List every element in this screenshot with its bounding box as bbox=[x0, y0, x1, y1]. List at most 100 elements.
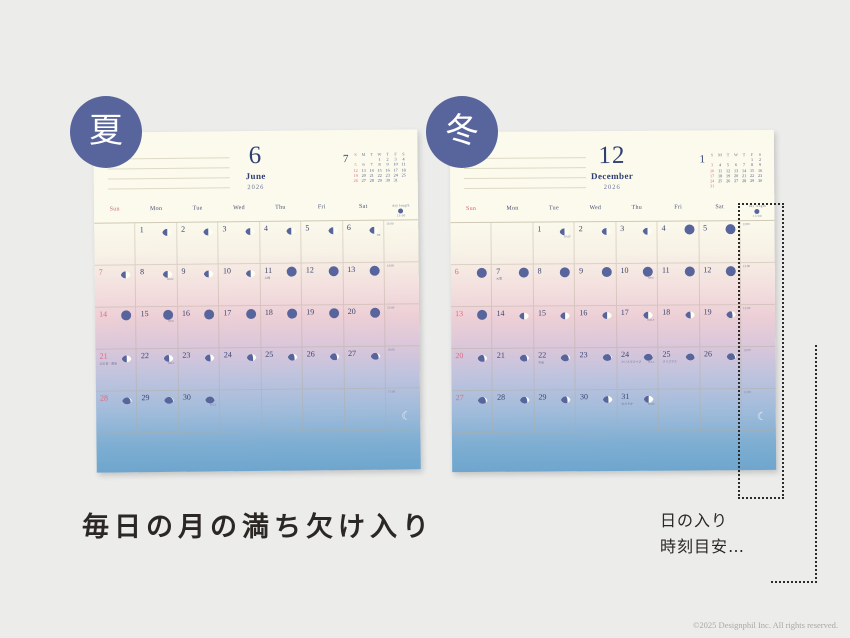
moon-phase-icon bbox=[643, 393, 654, 403]
day-cell[interactable]: 14 bbox=[95, 307, 137, 350]
day-cell[interactable]: 22 冬至 bbox=[534, 348, 576, 391]
day-cell[interactable]: 15 NEW bbox=[136, 306, 179, 350]
moon-phase-icon bbox=[560, 393, 571, 404]
day-cell[interactable]: 4 bbox=[259, 221, 302, 264]
day-cell[interactable]: 29 bbox=[137, 390, 180, 434]
day-cell[interactable]: 2 bbox=[177, 222, 219, 265]
day-cell[interactable]: 27 bbox=[451, 390, 494, 434]
day-cell[interactable]: 29 bbox=[534, 390, 577, 433]
moon-phase-icon bbox=[244, 225, 255, 236]
moon-phase-icon bbox=[245, 267, 256, 278]
day-cell[interactable]: 20 bbox=[451, 348, 494, 392]
day-cell[interactable]: 3 bbox=[616, 221, 658, 264]
day-cell-empty bbox=[220, 389, 263, 433]
moon-phase-icon bbox=[328, 266, 339, 277]
weekday-mon: Mon bbox=[506, 205, 519, 212]
day-cell[interactable]: 4 bbox=[657, 221, 700, 264]
day-cell[interactable]: 12 bbox=[699, 263, 742, 306]
day-cell[interactable]: 9 bbox=[177, 264, 220, 307]
day-cell[interactable]: 6 bbox=[450, 264, 493, 308]
day-cell[interactable]: 21 bbox=[492, 348, 535, 391]
mini-month-calendar: 1 S M T W T F S 1 2 3 4 5 6 7 8 9 10 11 12 13 14 15 16 17 18 19 20 2… bbox=[699, 152, 764, 189]
day-cell[interactable]: 27 bbox=[344, 346, 386, 390]
moon-phase-label: NEW bbox=[648, 276, 654, 280]
day-cell[interactable]: 30 FULL bbox=[178, 390, 221, 433]
season-badge-winter: 冬 bbox=[426, 96, 498, 168]
moon-phase-icon bbox=[643, 309, 654, 319]
day-cell[interactable]: 22 HALF bbox=[136, 348, 179, 392]
day-cell[interactable]: 8 bbox=[533, 264, 576, 307]
mini-day bbox=[740, 183, 748, 188]
caption-sunset-line2: 時刻目安 bbox=[660, 537, 729, 556]
day-cell[interactable]: 13 bbox=[451, 306, 493, 350]
day-cell[interactable]: 28 bbox=[493, 390, 535, 433]
moon-phase-icon bbox=[162, 309, 174, 320]
day-cell-empty bbox=[303, 389, 345, 432]
day-cell[interactable]: 11 bbox=[657, 263, 700, 306]
day-cell[interactable]: 17 HALF bbox=[616, 305, 659, 348]
moon-phase-icon bbox=[601, 267, 612, 278]
day-cell[interactable]: 10 NEW bbox=[616, 263, 659, 306]
day-cell[interactable]: 25 bbox=[261, 347, 304, 390]
moon-phase-icon bbox=[642, 225, 653, 235]
day-cell[interactable]: 23 bbox=[575, 347, 618, 391]
moon-phase-icon bbox=[684, 266, 695, 277]
day-cell[interactable]: 19 bbox=[699, 305, 742, 348]
moon-phase-label: HALF bbox=[647, 318, 655, 322]
day-cell[interactable]: 28 bbox=[95, 391, 138, 434]
day-cell[interactable]: 24 クリスマスイブ FULL bbox=[617, 347, 659, 390]
weekday-fri: Fri bbox=[674, 204, 683, 211]
day-cell[interactable]: 26 bbox=[699, 347, 742, 390]
day-cell[interactable]: 5 bbox=[699, 221, 741, 264]
moon-phase-icon bbox=[684, 350, 695, 361]
day-cell[interactable]: 6 DB bbox=[342, 220, 385, 264]
day-cell[interactable]: 23 bbox=[178, 348, 221, 391]
moon-phase-icon bbox=[560, 351, 571, 362]
weekday-wed: Wed bbox=[589, 205, 602, 212]
day-cell[interactable]: 7 bbox=[94, 265, 137, 308]
day-cell[interactable]: 18 bbox=[658, 305, 700, 348]
day-cell[interactable]: 13 bbox=[343, 262, 386, 306]
day-cell[interactable]: 21 父の日・夏至 bbox=[95, 349, 138, 392]
day-cell[interactable]: 9 bbox=[575, 263, 617, 307]
day-cell-empty bbox=[261, 389, 304, 432]
day-cell[interactable]: 15 bbox=[533, 306, 576, 349]
day-cell[interactable]: 11 入梅 bbox=[260, 263, 303, 306]
day-cell[interactable]: 10 bbox=[218, 263, 261, 307]
moon-phase-icon bbox=[643, 351, 654, 361]
moon-phase-label: FULL bbox=[648, 360, 655, 364]
day-cell[interactable]: 7 大雪 bbox=[492, 264, 534, 307]
day-cell[interactable]: 1 bbox=[135, 222, 178, 266]
moon-phase-label: FULL bbox=[209, 403, 217, 407]
day-cell[interactable]: 3 bbox=[218, 221, 261, 265]
day-cell[interactable]: 2 bbox=[574, 221, 617, 265]
mini-day bbox=[400, 177, 408, 182]
day-cell[interactable]: 16 bbox=[177, 306, 220, 349]
moon-phase-label: HALF bbox=[166, 277, 174, 281]
day-cell[interactable]: 30 bbox=[575, 389, 618, 433]
calendar-card-june: 6 June 2026 7 S M T W T F S 1 2 3 4 5 6 7 8 9 10 11 12 13 14 15 16… bbox=[93, 129, 421, 473]
weekday-sun: Sun bbox=[109, 206, 120, 213]
day-cell[interactable]: 17 bbox=[219, 305, 262, 349]
daylength-cell: 16:00 bbox=[385, 346, 420, 389]
day-cell[interactable]: 14 bbox=[492, 306, 535, 349]
moon-phase-icon bbox=[519, 352, 530, 362]
daylength-cell: 15:00 bbox=[385, 304, 420, 347]
day-cell[interactable]: 12 bbox=[301, 263, 344, 306]
moon-phase-icon bbox=[518, 310, 529, 320]
day-cell[interactable]: 8 HALF bbox=[136, 264, 178, 308]
day-cell[interactable]: 31 大みそか HALF bbox=[617, 389, 660, 432]
moon-phase-icon bbox=[286, 266, 297, 277]
day-cell[interactable]: 26 bbox=[302, 347, 345, 390]
day-cell[interactable]: 5 bbox=[301, 221, 344, 264]
day-cell[interactable]: 24 bbox=[219, 347, 262, 391]
day-cell[interactable]: 1 HALF bbox=[533, 222, 576, 265]
day-cell[interactable]: 16 bbox=[575, 305, 618, 349]
day-cell[interactable]: 19 bbox=[302, 305, 345, 348]
moon-phase-icon bbox=[726, 308, 737, 319]
day-cell[interactable]: 20 bbox=[343, 304, 386, 348]
weekday-fri: Fri bbox=[317, 204, 326, 211]
day-cell[interactable]: 18 bbox=[260, 305, 303, 348]
moon-phase-icon bbox=[559, 225, 570, 236]
day-cell[interactable]: 25 クリスマス bbox=[658, 347, 701, 390]
